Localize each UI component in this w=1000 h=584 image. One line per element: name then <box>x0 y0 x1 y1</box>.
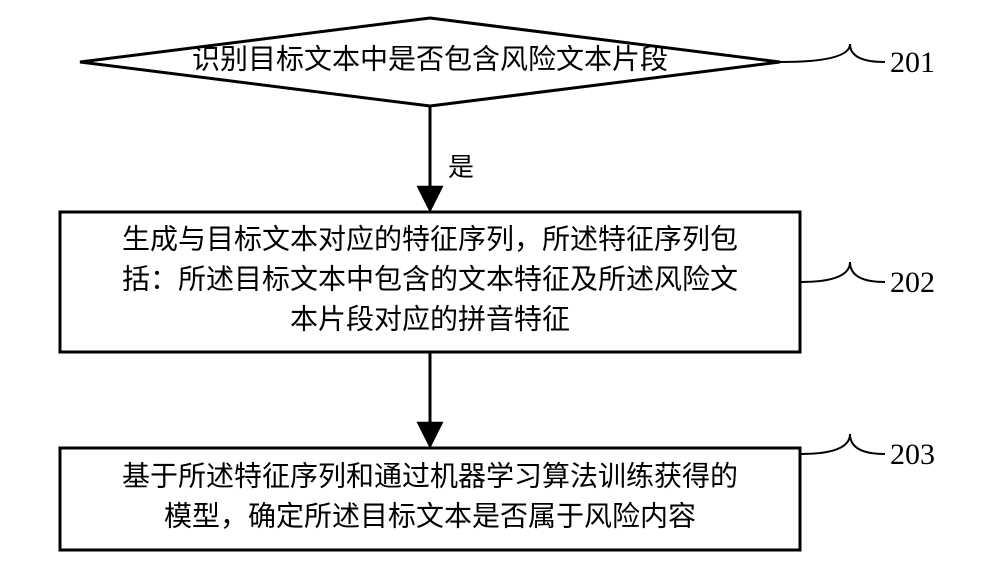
step-connector <box>800 434 885 454</box>
step-number-label: 202 <box>890 266 935 299</box>
process-node-text: 本片段对应的拼音特征 <box>290 303 570 335</box>
process-node-text: 生成与目标文本对应的特征序列，所述特征序列包 <box>122 223 738 255</box>
process-node-text: 括：所述目标文本中包含的文本特征及所述风险文 <box>122 263 738 295</box>
step-number-label: 201 <box>890 46 935 79</box>
edge-label: 是 <box>448 153 474 182</box>
flowchart-canvas: 识别目标文本中是否包含风险文本片段生成与目标文本对应的特征序列，所述特征序列包括… <box>0 0 1000 584</box>
step-number-label: 203 <box>890 438 935 471</box>
flowchart-svg: 识别目标文本中是否包含风险文本片段生成与目标文本对应的特征序列，所述特征序列包括… <box>0 0 1000 584</box>
process-node-text: 模型，确定所述目标文本是否属于风险内容 <box>164 500 696 532</box>
decision-node-text: 识别目标文本中是否包含风险文本片段 <box>192 43 668 75</box>
process-node-text: 基于所述特征序列和通过机器学习算法训练获得的 <box>122 460 738 492</box>
step-connector <box>780 44 885 62</box>
step-connector <box>800 262 885 282</box>
